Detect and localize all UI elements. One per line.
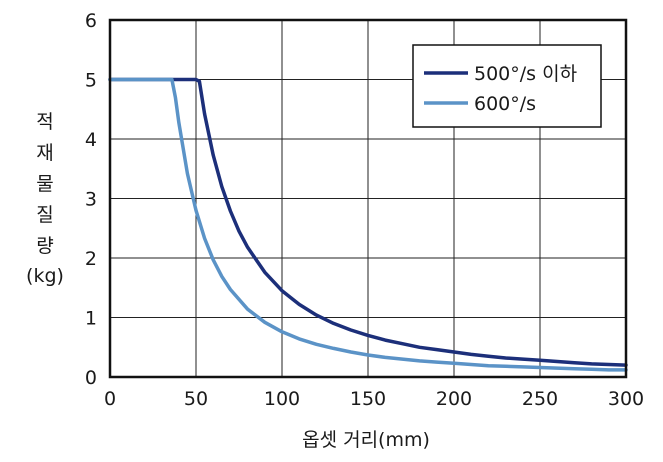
- x-axis-title: 옵셋 거리(mm): [302, 429, 430, 451]
- x-tick-label: 250: [522, 388, 558, 410]
- y-axis-title-part: 재: [36, 142, 53, 164]
- legend-label-1: 500°/s 이하: [474, 63, 577, 85]
- legend: 500°/s 이하 600°/s: [412, 44, 602, 128]
- y-tick-label: 0: [85, 367, 97, 389]
- y-axis-title-part: (kg): [26, 265, 64, 287]
- series-lines: [108, 77, 628, 372]
- y-tick-labels: 0 1 2 3 4 5 6: [85, 10, 97, 389]
- legend-label-2: 600°/s: [474, 93, 536, 115]
- x-tick-labels: 0 50 100 150 200 250 300: [104, 388, 644, 410]
- series-line-2: [108, 77, 628, 372]
- y-axis-title-part: 물: [36, 173, 53, 195]
- plot-frame: [108, 18, 628, 379]
- y-tick-label: 5: [85, 70, 97, 92]
- y-tick-label: 1: [85, 308, 97, 330]
- x-tick-label: 150: [350, 388, 386, 410]
- y-axis-title-part: 량: [36, 235, 53, 257]
- x-tick-label: 100: [264, 388, 300, 410]
- x-tick-label: 300: [608, 388, 644, 410]
- y-axis-title-part: 적: [36, 111, 53, 133]
- x-tick-label: 0: [104, 388, 116, 410]
- legend-box: [412, 44, 602, 128]
- y-tick-label: 2: [85, 248, 97, 270]
- y-tick-label: 6: [85, 10, 97, 32]
- y-tick-label: 3: [85, 189, 97, 211]
- y-tick-label: 4: [85, 129, 97, 151]
- y-axis-title-part: 질: [36, 204, 53, 226]
- series-line-1: [108, 77, 628, 367]
- x-tick-label: 50: [184, 388, 208, 410]
- x-tick-label: 200: [436, 388, 472, 410]
